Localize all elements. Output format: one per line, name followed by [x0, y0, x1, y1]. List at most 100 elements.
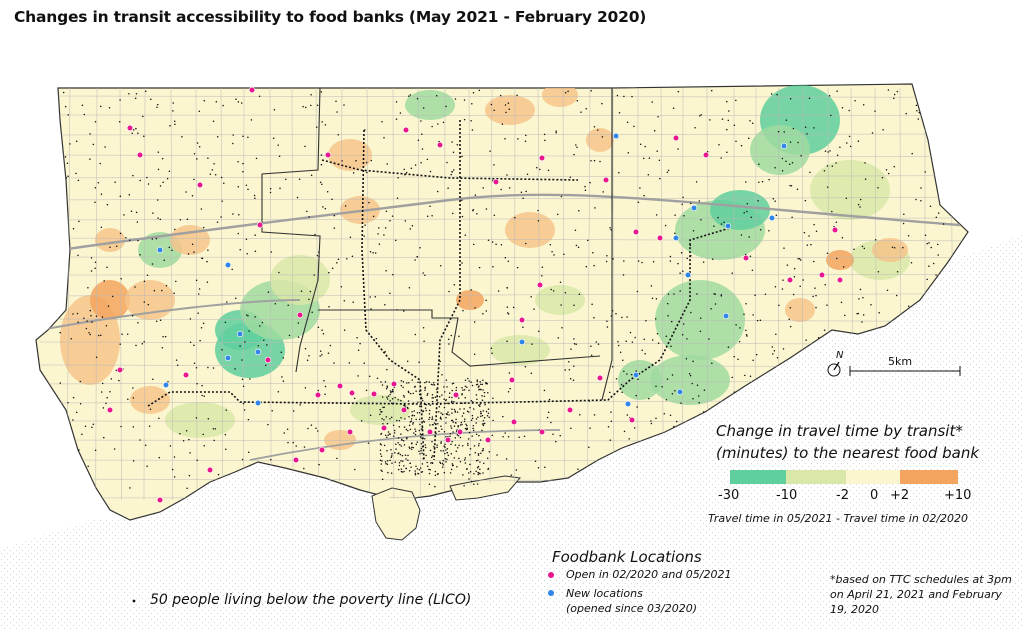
new-foodbank-point	[632, 371, 640, 379]
legend-title-line2: (minutes) to the nearest food bank	[716, 444, 980, 462]
open-foodbank-point	[508, 376, 516, 384]
legend-color-swatch	[900, 470, 958, 484]
new-foodbank-point	[612, 132, 620, 140]
open-foodbank-legend-icon	[548, 572, 554, 578]
open-foodbank-point	[136, 151, 144, 159]
new-foodbank-point	[162, 381, 170, 389]
leslie-spit	[449, 475, 521, 501]
legend-tick-label: 0	[870, 488, 879, 503]
open-foodbank-point	[536, 281, 544, 289]
foodbank-points	[106, 86, 844, 504]
new-foodbank-legend-icon	[548, 590, 554, 596]
open-foodbank-point	[510, 418, 518, 426]
open-foodbank-point	[106, 406, 114, 414]
new-foodbank-point	[724, 222, 732, 230]
open-foodbank-point	[426, 428, 434, 436]
new-foodbank-point	[676, 388, 684, 396]
new-foodbank-point	[722, 312, 730, 320]
new-foodbank-point	[780, 142, 788, 150]
open-foodbank-point	[836, 276, 844, 284]
footnote-line2: on April 21, 2021 and February	[830, 588, 1002, 601]
open-foodbank-point	[436, 141, 444, 149]
open-foodbank-point	[632, 228, 640, 236]
open-foodbank-point	[390, 380, 398, 388]
open-foodbank-point	[318, 446, 326, 454]
open-foodbank-point	[256, 221, 264, 229]
new-foodbank-point	[768, 214, 776, 222]
open-foodbank-point	[314, 391, 322, 399]
footnote-line3: 19, 2020	[830, 603, 879, 616]
legend-note: Travel time in 05/2021 - Travel time in …	[708, 512, 969, 525]
scale-bar	[849, 366, 961, 376]
legend-color-swatch	[846, 470, 874, 484]
open-foodbank-point	[206, 466, 214, 474]
new-foodbank-label-line2: (opened since 03/2020)	[566, 602, 698, 615]
legend-color-swatch	[730, 470, 786, 484]
open-foodbank-point	[538, 428, 546, 436]
open-foodbank-point	[831, 226, 839, 234]
open-foodbank-point	[656, 234, 664, 242]
open-foodbank-point	[602, 176, 610, 184]
legend-colorbar	[730, 470, 958, 484]
new-foodbank-point	[156, 246, 164, 254]
lake-ontario	[0, 234, 1024, 630]
open-foodbank-point	[346, 428, 354, 436]
foodbank-legend-title: Foodbank Locations	[552, 548, 702, 566]
legend-color-swatch	[874, 470, 900, 484]
new-foodbank-point	[624, 400, 632, 408]
new-foodbank-point	[690, 204, 698, 212]
district-borders	[261, 87, 613, 401]
open-foodbank-label: Open in 02/2020 and 05/2021	[566, 568, 732, 581]
map-title: Changes in transit accessibility to food…	[14, 8, 647, 26]
legend-tick-label: -2	[836, 488, 849, 503]
open-foodbank-point	[672, 134, 680, 142]
open-foodbank-point	[264, 356, 272, 364]
open-foodbank-point	[156, 496, 164, 504]
open-foodbank-point	[484, 436, 492, 444]
north-label: N	[836, 350, 844, 361]
footnote-line1: *based on TTC schedules at 3pm	[830, 573, 1012, 586]
open-foodbank-point	[702, 151, 710, 159]
open-foodbank-point	[456, 428, 464, 436]
open-foodbank-point	[518, 316, 526, 324]
legend-color-swatch	[786, 470, 846, 484]
new-foodbank-point	[224, 354, 232, 362]
open-foodbank-point	[596, 374, 604, 382]
new-foodbank-point	[254, 399, 262, 407]
open-foodbank-point	[818, 271, 826, 279]
open-foodbank-point	[196, 181, 204, 189]
open-foodbank-point	[292, 456, 300, 464]
poverty-dot-legend-icon	[132, 599, 136, 603]
open-foodbank-point	[628, 416, 636, 424]
open-foodbank-point	[336, 382, 344, 390]
new-foodbank-point	[254, 348, 262, 356]
open-foodbank-point	[126, 124, 134, 132]
new-foodbank-point	[684, 271, 692, 279]
new-foodbank-point	[672, 234, 680, 242]
footnote: *based on TTC schedules at 3pm on April …	[830, 572, 1020, 617]
poverty-legend-label: 50 people living below the poverty line …	[150, 592, 472, 608]
open-foodbank-point	[380, 424, 388, 432]
open-foodbank-point	[324, 151, 332, 159]
open-foodbank-point	[492, 178, 500, 186]
transit-lines	[147, 120, 731, 461]
open-foodbank-point	[296, 311, 304, 319]
legend-tick-label: -10	[776, 488, 798, 503]
toronto-islands	[371, 487, 421, 541]
open-foodbank-point	[348, 389, 356, 397]
legend-tick-label: +10	[944, 488, 972, 503]
legend-title: Change in travel time by transit* (minut…	[716, 420, 979, 464]
open-foodbank-point	[452, 391, 460, 399]
open-foodbank-point	[182, 371, 190, 379]
open-foodbank-point	[444, 436, 452, 444]
north-arrow-icon	[827, 361, 841, 377]
open-foodbank-point	[786, 276, 794, 284]
legend-tick-label: -30	[718, 488, 740, 503]
new-foodbank-point	[236, 330, 244, 338]
open-foodbank-point	[538, 154, 546, 162]
scale-label: 5km	[888, 355, 913, 368]
legend-tick-label: +2	[890, 488, 910, 503]
open-foodbank-point	[402, 126, 410, 134]
open-foodbank-point	[370, 390, 378, 398]
